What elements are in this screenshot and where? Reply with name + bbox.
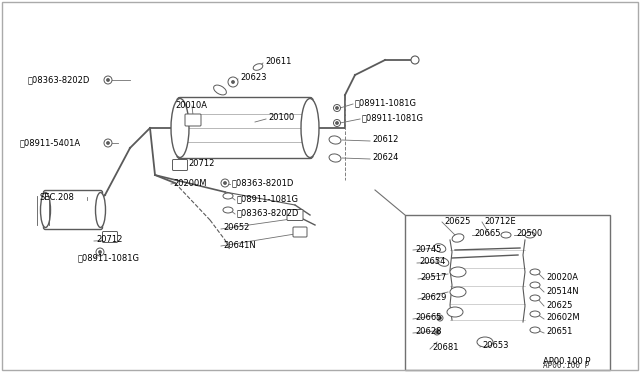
Ellipse shape [477, 337, 493, 347]
FancyBboxPatch shape [287, 209, 303, 221]
Text: 20628: 20628 [415, 327, 442, 337]
FancyBboxPatch shape [177, 97, 313, 158]
Text: Ⓝ08911-1081G: Ⓝ08911-1081G [362, 113, 424, 122]
Circle shape [411, 56, 419, 64]
Ellipse shape [95, 192, 106, 228]
Ellipse shape [530, 295, 540, 301]
Ellipse shape [530, 327, 540, 333]
Circle shape [333, 105, 340, 112]
Text: 20611: 20611 [265, 58, 291, 67]
Text: 20641N: 20641N [223, 241, 256, 250]
Text: 20653: 20653 [482, 341, 509, 350]
FancyBboxPatch shape [173, 160, 188, 170]
Circle shape [434, 329, 440, 335]
Circle shape [336, 122, 338, 124]
Circle shape [104, 76, 112, 84]
Circle shape [232, 81, 234, 83]
Circle shape [228, 77, 238, 87]
Text: 20020A: 20020A [546, 273, 578, 282]
Text: 20629: 20629 [420, 294, 446, 302]
Ellipse shape [530, 269, 540, 275]
Circle shape [107, 142, 109, 144]
Ellipse shape [450, 267, 466, 277]
Text: Ⓢ08363-8202D: Ⓢ08363-8202D [237, 208, 300, 218]
Text: Ⓝ08911-5401A: Ⓝ08911-5401A [20, 138, 81, 148]
Text: 20514N: 20514N [546, 286, 579, 295]
FancyBboxPatch shape [44, 190, 102, 230]
Ellipse shape [434, 244, 446, 252]
Ellipse shape [301, 99, 319, 157]
Circle shape [96, 248, 104, 256]
Text: 20652: 20652 [223, 224, 250, 232]
Text: AP00.100 P: AP00.100 P [543, 356, 591, 366]
Text: SEC.208: SEC.208 [40, 192, 75, 202]
Ellipse shape [452, 234, 464, 242]
Text: 20517: 20517 [420, 273, 446, 282]
Text: 20745: 20745 [415, 244, 442, 253]
Text: 20623: 20623 [240, 74, 266, 83]
Text: 20654: 20654 [419, 257, 445, 266]
Text: 20681: 20681 [432, 343, 458, 353]
Bar [405, 215, 610, 370]
Circle shape [99, 251, 101, 253]
Ellipse shape [450, 287, 466, 297]
Text: 20100: 20100 [268, 113, 294, 122]
Text: 20712: 20712 [96, 235, 122, 244]
Ellipse shape [223, 207, 233, 213]
Circle shape [333, 119, 340, 126]
Ellipse shape [171, 99, 189, 157]
Circle shape [104, 139, 112, 147]
FancyBboxPatch shape [185, 114, 201, 126]
Text: 20625: 20625 [546, 301, 572, 310]
Text: 20200M: 20200M [173, 179, 207, 187]
Text: Ⓢ08363-8202D: Ⓢ08363-8202D [28, 76, 90, 84]
Text: 20665: 20665 [474, 230, 500, 238]
Circle shape [437, 315, 443, 321]
Text: Ⓝ08911-1081G: Ⓝ08911-1081G [78, 253, 140, 263]
Ellipse shape [530, 282, 540, 288]
Text: Ⓝ08911-1081G: Ⓝ08911-1081G [355, 99, 417, 108]
Text: Ⓢ08363-8201D: Ⓢ08363-8201D [232, 179, 294, 187]
Text: AP00.100 P: AP00.100 P [543, 361, 589, 370]
Ellipse shape [447, 307, 463, 317]
Circle shape [436, 331, 438, 333]
Ellipse shape [214, 85, 227, 95]
Ellipse shape [40, 192, 51, 228]
Text: 20612: 20612 [372, 135, 398, 144]
Ellipse shape [253, 64, 263, 70]
Circle shape [224, 182, 226, 184]
Text: 20500: 20500 [516, 230, 542, 238]
Text: 20624: 20624 [372, 154, 398, 163]
Ellipse shape [329, 154, 341, 162]
Circle shape [336, 107, 338, 109]
Ellipse shape [223, 193, 233, 199]
Text: 20625: 20625 [444, 217, 470, 225]
Text: 20602M: 20602M [546, 314, 580, 323]
Ellipse shape [530, 311, 540, 317]
Text: 20665: 20665 [415, 314, 442, 323]
Ellipse shape [329, 136, 341, 144]
Text: 20712: 20712 [188, 158, 214, 167]
Text: 20651: 20651 [546, 327, 572, 337]
Text: Ⓝ08911-1081G: Ⓝ08911-1081G [237, 195, 299, 203]
Text: 20712E: 20712E [484, 217, 516, 225]
FancyBboxPatch shape [293, 227, 307, 237]
Ellipse shape [501, 232, 511, 238]
Circle shape [107, 79, 109, 81]
FancyBboxPatch shape [102, 231, 118, 243]
Ellipse shape [437, 258, 449, 266]
Text: 20010A: 20010A [175, 100, 207, 109]
Ellipse shape [525, 232, 535, 238]
Circle shape [439, 317, 441, 319]
Circle shape [221, 179, 229, 187]
